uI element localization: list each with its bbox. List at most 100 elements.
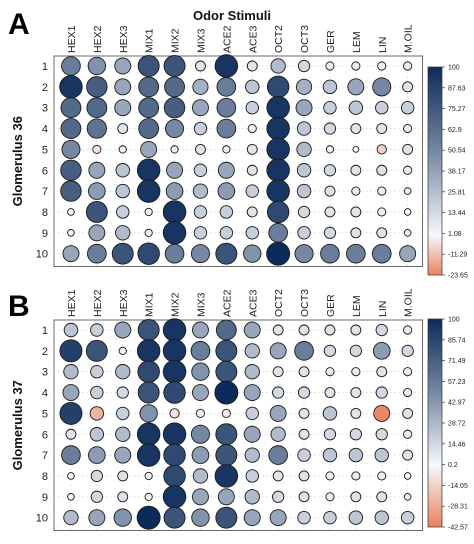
- data-dot: [137, 360, 160, 383]
- data-dot: [266, 116, 290, 141]
- data-dot: [192, 78, 209, 95]
- data-dot: [136, 179, 161, 203]
- data-dot: [352, 145, 360, 153]
- data-dot: [325, 471, 335, 481]
- data-dot: [217, 182, 236, 200]
- data-dot: [298, 428, 310, 440]
- colorbar-tick-label: 71.49: [448, 358, 466, 365]
- data-dot: [162, 422, 187, 446]
- data-dot: [60, 180, 82, 202]
- data-dot: [372, 77, 392, 97]
- data-dot: [90, 323, 104, 337]
- data-dot: [117, 123, 129, 135]
- data-dot: [403, 367, 413, 377]
- column-label: HEX2: [92, 25, 104, 53]
- data-dot: [269, 342, 287, 360]
- data-dot: [191, 384, 209, 402]
- data-dot: [403, 387, 413, 398]
- data-dot: [219, 226, 234, 240]
- column-label: ACE2: [221, 25, 233, 53]
- data-dot: [88, 509, 106, 527]
- data-dot: [86, 97, 108, 119]
- data-dot: [86, 118, 107, 139]
- data-dot: [190, 424, 210, 444]
- data-dot: [190, 341, 211, 361]
- data-dot: [118, 145, 127, 154]
- row-label: 3: [42, 103, 48, 115]
- data-dot: [195, 408, 206, 418]
- data-dot: [193, 226, 208, 240]
- data-dot: [115, 225, 131, 241]
- data-dot: [403, 123, 413, 134]
- data-dot: [115, 364, 131, 380]
- data-dot: [90, 385, 104, 400]
- data-dot: [194, 143, 206, 155]
- data-dot: [350, 164, 362, 176]
- data-dot: [136, 158, 161, 182]
- data-dot: [215, 423, 238, 446]
- data-dot: [215, 444, 238, 467]
- data-dot: [270, 426, 286, 442]
- data-dot: [217, 161, 235, 179]
- data-dot: [243, 321, 261, 339]
- data-dot: [193, 121, 208, 136]
- data-dot: [114, 99, 132, 117]
- data-dot: [322, 406, 338, 421]
- row-label: 5: [42, 408, 48, 420]
- data-dot: [61, 445, 81, 465]
- data-dot: [214, 464, 239, 488]
- colorbar-tick-label: 28.72: [448, 421, 466, 428]
- column-label: HEX3: [118, 289, 130, 317]
- data-dot: [166, 161, 184, 179]
- data-dot: [116, 386, 129, 399]
- data-dot: [376, 164, 388, 176]
- data-dot: [402, 407, 414, 419]
- data-dot: [298, 366, 310, 378]
- colorbar-tick-label: 13.44: [448, 210, 466, 217]
- data-dot: [245, 226, 259, 240]
- colorbar-tick-label: 87.63: [448, 85, 466, 92]
- data-dot: [400, 510, 415, 525]
- data-dot: [136, 443, 161, 467]
- data-dot: [403, 493, 412, 501]
- data-dot: [116, 205, 130, 219]
- data-dot: [268, 222, 288, 243]
- colorbar-tick-label: 14.46: [448, 441, 466, 448]
- data-dot: [351, 471, 361, 481]
- data-dot: [246, 60, 258, 72]
- data-dot: [61, 56, 81, 76]
- data-dot: [403, 229, 412, 237]
- data-dot: [375, 100, 389, 115]
- data-dot: [215, 242, 238, 265]
- data-dot: [192, 183, 209, 199]
- data-dot: [270, 58, 286, 74]
- data-dot: [111, 242, 134, 265]
- data-dot: [297, 205, 311, 219]
- data-dot: [90, 469, 103, 483]
- data-dot: [348, 510, 364, 525]
- data-dot: [191, 446, 210, 464]
- data-dot: [63, 364, 79, 380]
- data-dot: [243, 384, 261, 402]
- data-dot: [402, 449, 414, 461]
- data-dot: [399, 245, 417, 263]
- row-label: 10: [36, 249, 48, 261]
- data-dot: [371, 243, 392, 264]
- row-label: 1: [42, 325, 48, 337]
- column-label: GER: [325, 294, 337, 317]
- data-dot: [349, 344, 362, 357]
- data-dot: [144, 471, 153, 481]
- data-dot: [136, 339, 161, 363]
- data-dot: [350, 407, 362, 419]
- data-dot: [92, 144, 102, 154]
- data-dot: [89, 406, 105, 421]
- data-dot: [243, 244, 262, 263]
- row-label: 2: [42, 82, 48, 94]
- data-dot: [62, 245, 80, 263]
- data-dot: [324, 324, 336, 336]
- data-dot: [87, 243, 107, 264]
- column-label: HEX1: [66, 289, 78, 317]
- data-dot: [137, 319, 160, 341]
- data-dot: [325, 61, 335, 71]
